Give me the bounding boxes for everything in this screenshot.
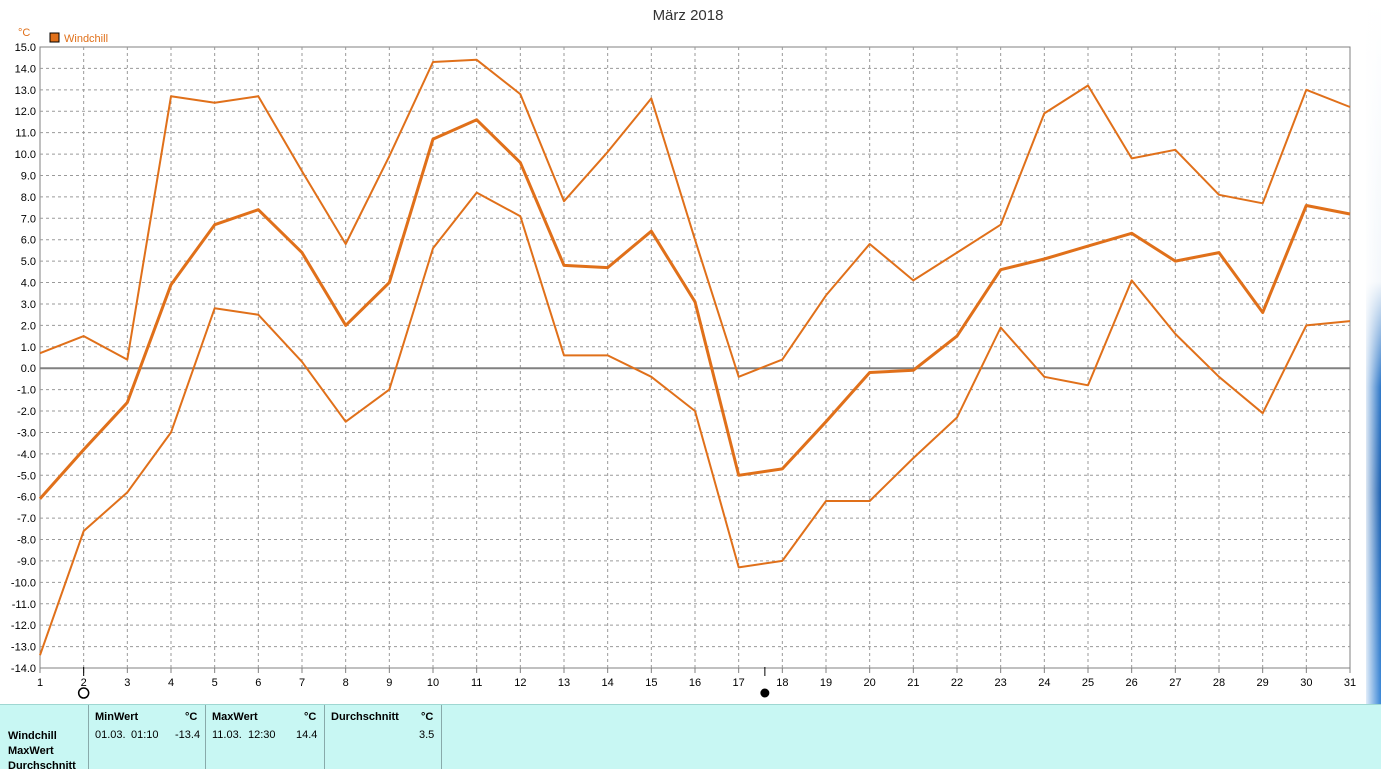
max-date: 11.03.	[212, 729, 242, 741]
y-tick-label: -7.0	[17, 513, 36, 525]
plot-area	[39, 46, 1351, 669]
x-tick-label: 26	[1126, 677, 1138, 689]
y-tick-label: -8.0	[17, 535, 36, 547]
x-tick-label: 2	[81, 677, 87, 689]
y-tick-label: -11.0	[12, 599, 36, 611]
chart: März 2018 °C Windchill -14.0 -13.0 -12.0 -1…	[11, 7, 1356, 699]
y-tick-label: -1.0	[17, 385, 36, 397]
x-tick-label: 6	[255, 677, 261, 689]
x-tick-label: 14	[602, 677, 614, 689]
x-tick-label: 27	[1169, 677, 1181, 689]
x-tick-label: 10	[427, 677, 439, 689]
y-tick-label: -4.0	[17, 449, 36, 461]
min-header: MinWert	[95, 711, 139, 723]
y-tick-label: 3.0	[21, 299, 36, 311]
y-tick-label: 5.0	[21, 256, 36, 268]
y-tick-label: -2.0	[17, 406, 36, 418]
x-tick-label: 19	[820, 677, 832, 689]
y-tick-label: 8.0	[21, 192, 36, 204]
y-tick-label: 14.0	[15, 63, 36, 75]
max-unit: °C	[304, 711, 317, 723]
stats-col-max: MaxWert °C 11.03. 12:30 14.4	[205, 705, 324, 769]
stats-panel: Windchill MaxWert Durchschnitt MinWert °…	[0, 704, 1381, 772]
x-tick-label: 11	[471, 677, 482, 689]
x-tick-label: 4	[168, 677, 174, 689]
y-tick-label: -13.0	[11, 642, 36, 654]
stats-col-min: MinWert °C 01.03. 01:10 -13.4	[88, 705, 205, 769]
series-line-max	[39, 58, 1351, 378]
x-tick-label: 24	[1038, 677, 1050, 689]
y-tick-label: 7.0	[21, 213, 36, 225]
avg-header: Durchschnitt	[331, 711, 399, 723]
desktop-edge-shade	[1366, 0, 1381, 704]
y-tick-label: -12.0	[11, 620, 36, 632]
x-tick-label: 25	[1082, 677, 1094, 689]
y-tick-label: 11.0	[15, 128, 36, 140]
x-tick-label: 21	[907, 677, 919, 689]
y-tick-label: 10.0	[15, 149, 36, 161]
stats-row-labels: Windchill MaxWert Durchschnitt	[8, 729, 76, 774]
x-tick-label: 9	[386, 677, 392, 689]
x-tick-label: 22	[951, 677, 963, 689]
x-tick-label: 3	[124, 677, 130, 689]
legend-label-windchill: Windchill	[64, 33, 108, 45]
x-tick-label: 1	[37, 677, 43, 689]
y-tick-label: -3.0	[17, 427, 36, 439]
x-tick-label: 23	[995, 677, 1007, 689]
series-line-min	[39, 191, 1351, 656]
x-tick-label: 15	[645, 677, 657, 689]
y-unit-label: °C	[18, 27, 30, 39]
y-tick-label: -10.0	[11, 577, 36, 589]
y-tick-label: 15.0	[15, 42, 36, 54]
min-time: 01:10	[131, 729, 159, 741]
avg-unit: °C	[421, 711, 434, 723]
y-tick-label: -9.0	[17, 556, 36, 568]
x-tick-label: 13	[558, 677, 570, 689]
legend-swatch	[49, 32, 60, 43]
row-label-maxwert: MaxWert	[8, 745, 54, 757]
y-tick-label: 12.0	[15, 106, 36, 118]
y-tick-label: 2.0	[21, 320, 36, 332]
x-tick-label: 18	[776, 677, 788, 689]
y-tick-label: 13.0	[15, 85, 36, 97]
chart-title: März 2018	[653, 7, 724, 24]
x-tick-label: 20	[864, 677, 876, 689]
x-tick-label: 30	[1300, 677, 1312, 689]
moon-circle-marker	[77, 687, 90, 699]
x-tick-label: 29	[1257, 677, 1269, 689]
y-tick-label: 1.0	[21, 342, 36, 354]
x-tick-label: 16	[689, 677, 701, 689]
max-value: 14.4	[296, 729, 318, 741]
min-unit: °C	[185, 711, 198, 723]
y-tick-label: -14.0	[11, 663, 36, 675]
min-value: -13.4	[175, 729, 201, 741]
moon-dot-marker	[760, 688, 770, 698]
y-tick-label: 9.0	[21, 170, 36, 182]
x-tick-label: 5	[212, 677, 218, 689]
stats-col-avg: Durchschnitt °C 3.5	[324, 705, 442, 769]
x-tick-label: 8	[343, 677, 349, 689]
x-tick-label: 28	[1213, 677, 1225, 689]
x-tick-label: 7	[299, 677, 305, 689]
x-tick-label: 17	[733, 677, 745, 689]
x-tick-label: 31	[1344, 677, 1356, 689]
max-time: 12:30	[248, 729, 276, 741]
y-tick-label: 0.0	[21, 363, 36, 375]
avg-value: 3.5	[419, 729, 435, 741]
row-label-windchill: Windchill	[8, 730, 57, 742]
y-tick-label: -6.0	[17, 492, 36, 504]
row-label-durchschnitt: Durchschnitt	[8, 760, 76, 772]
max-header: MaxWert	[212, 711, 258, 723]
series-line-avg	[38, 118, 1351, 500]
y-tick-label: -5.0	[17, 470, 36, 482]
min-date: 01.03.	[95, 729, 126, 741]
x-tick-label: 12	[514, 677, 526, 689]
y-tick-label: 6.0	[21, 235, 36, 247]
y-tick-label: 4.0	[21, 278, 36, 290]
